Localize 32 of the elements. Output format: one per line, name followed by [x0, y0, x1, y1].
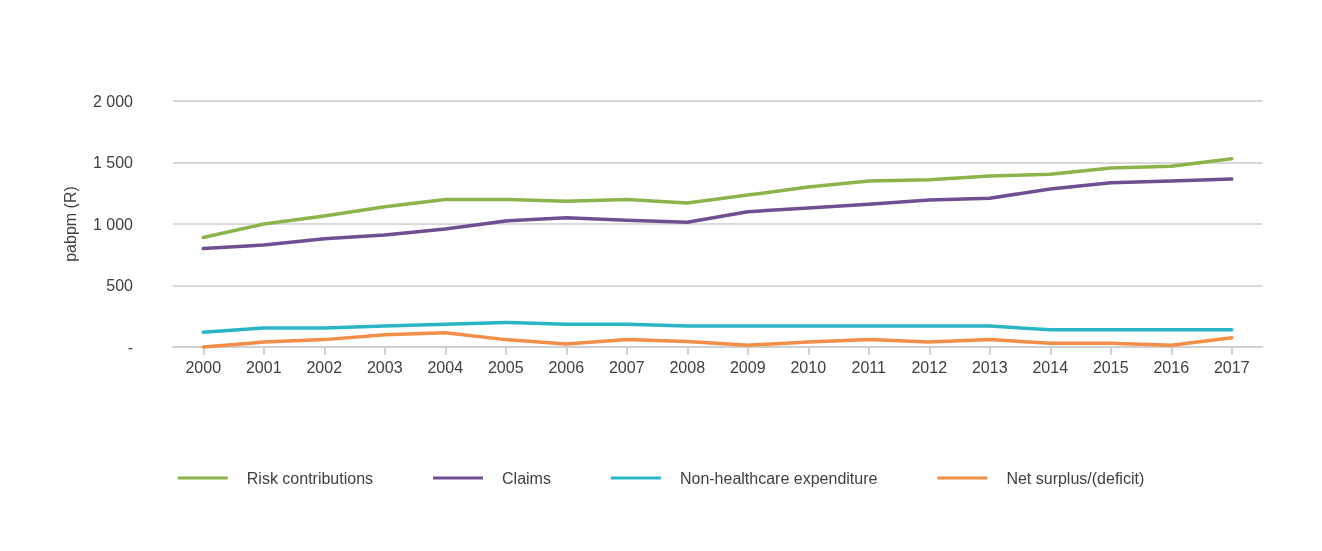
line-series	[201, 320, 1234, 334]
legend-label: Claims	[502, 469, 551, 487]
x-tick-label: 2011	[851, 358, 887, 376]
x-tick-label: 2004	[427, 358, 464, 376]
x-tick-label: 2000	[185, 358, 222, 376]
legend-label: Risk contributions	[246, 469, 374, 487]
y-tick-label: -	[127, 338, 133, 356]
x-tick-label: 2003	[366, 358, 403, 376]
x-tick-label: 2001	[245, 358, 282, 376]
legend-label: Non-healthcare expenditure	[679, 469, 878, 487]
line-series	[201, 157, 1234, 240]
line-series	[201, 177, 1234, 251]
x-tick-label: 2008	[669, 358, 706, 376]
x-tick-label: 2009	[729, 358, 766, 376]
x-tick-label: 2010	[790, 358, 827, 376]
x-tick-label: 2015	[1092, 358, 1129, 376]
x-tick-label: 2014	[1032, 358, 1069, 376]
x-tick-label: 2013	[971, 358, 1008, 376]
x-tick-label: 2017	[1213, 358, 1250, 376]
x-tick-label: 2012	[911, 358, 948, 376]
x-tick-label: 2006	[548, 358, 585, 376]
y-tick-label: 2 000	[92, 92, 134, 110]
line-series	[201, 331, 1234, 349]
legend-label: Net surplus/(deficit)	[1006, 469, 1145, 487]
y-tick-label: 500	[106, 277, 134, 294]
y-tick-label: 1 500	[92, 154, 134, 171]
x-tick-label: 2016	[1153, 358, 1190, 376]
y-tick-label: 1 000	[92, 215, 134, 233]
y-axis-title: pabpm (R)	[61, 186, 79, 262]
x-tick-label: 2005	[487, 358, 524, 376]
x-tick-label: 2002	[306, 358, 343, 376]
x-tick-label: 2007	[608, 358, 645, 376]
